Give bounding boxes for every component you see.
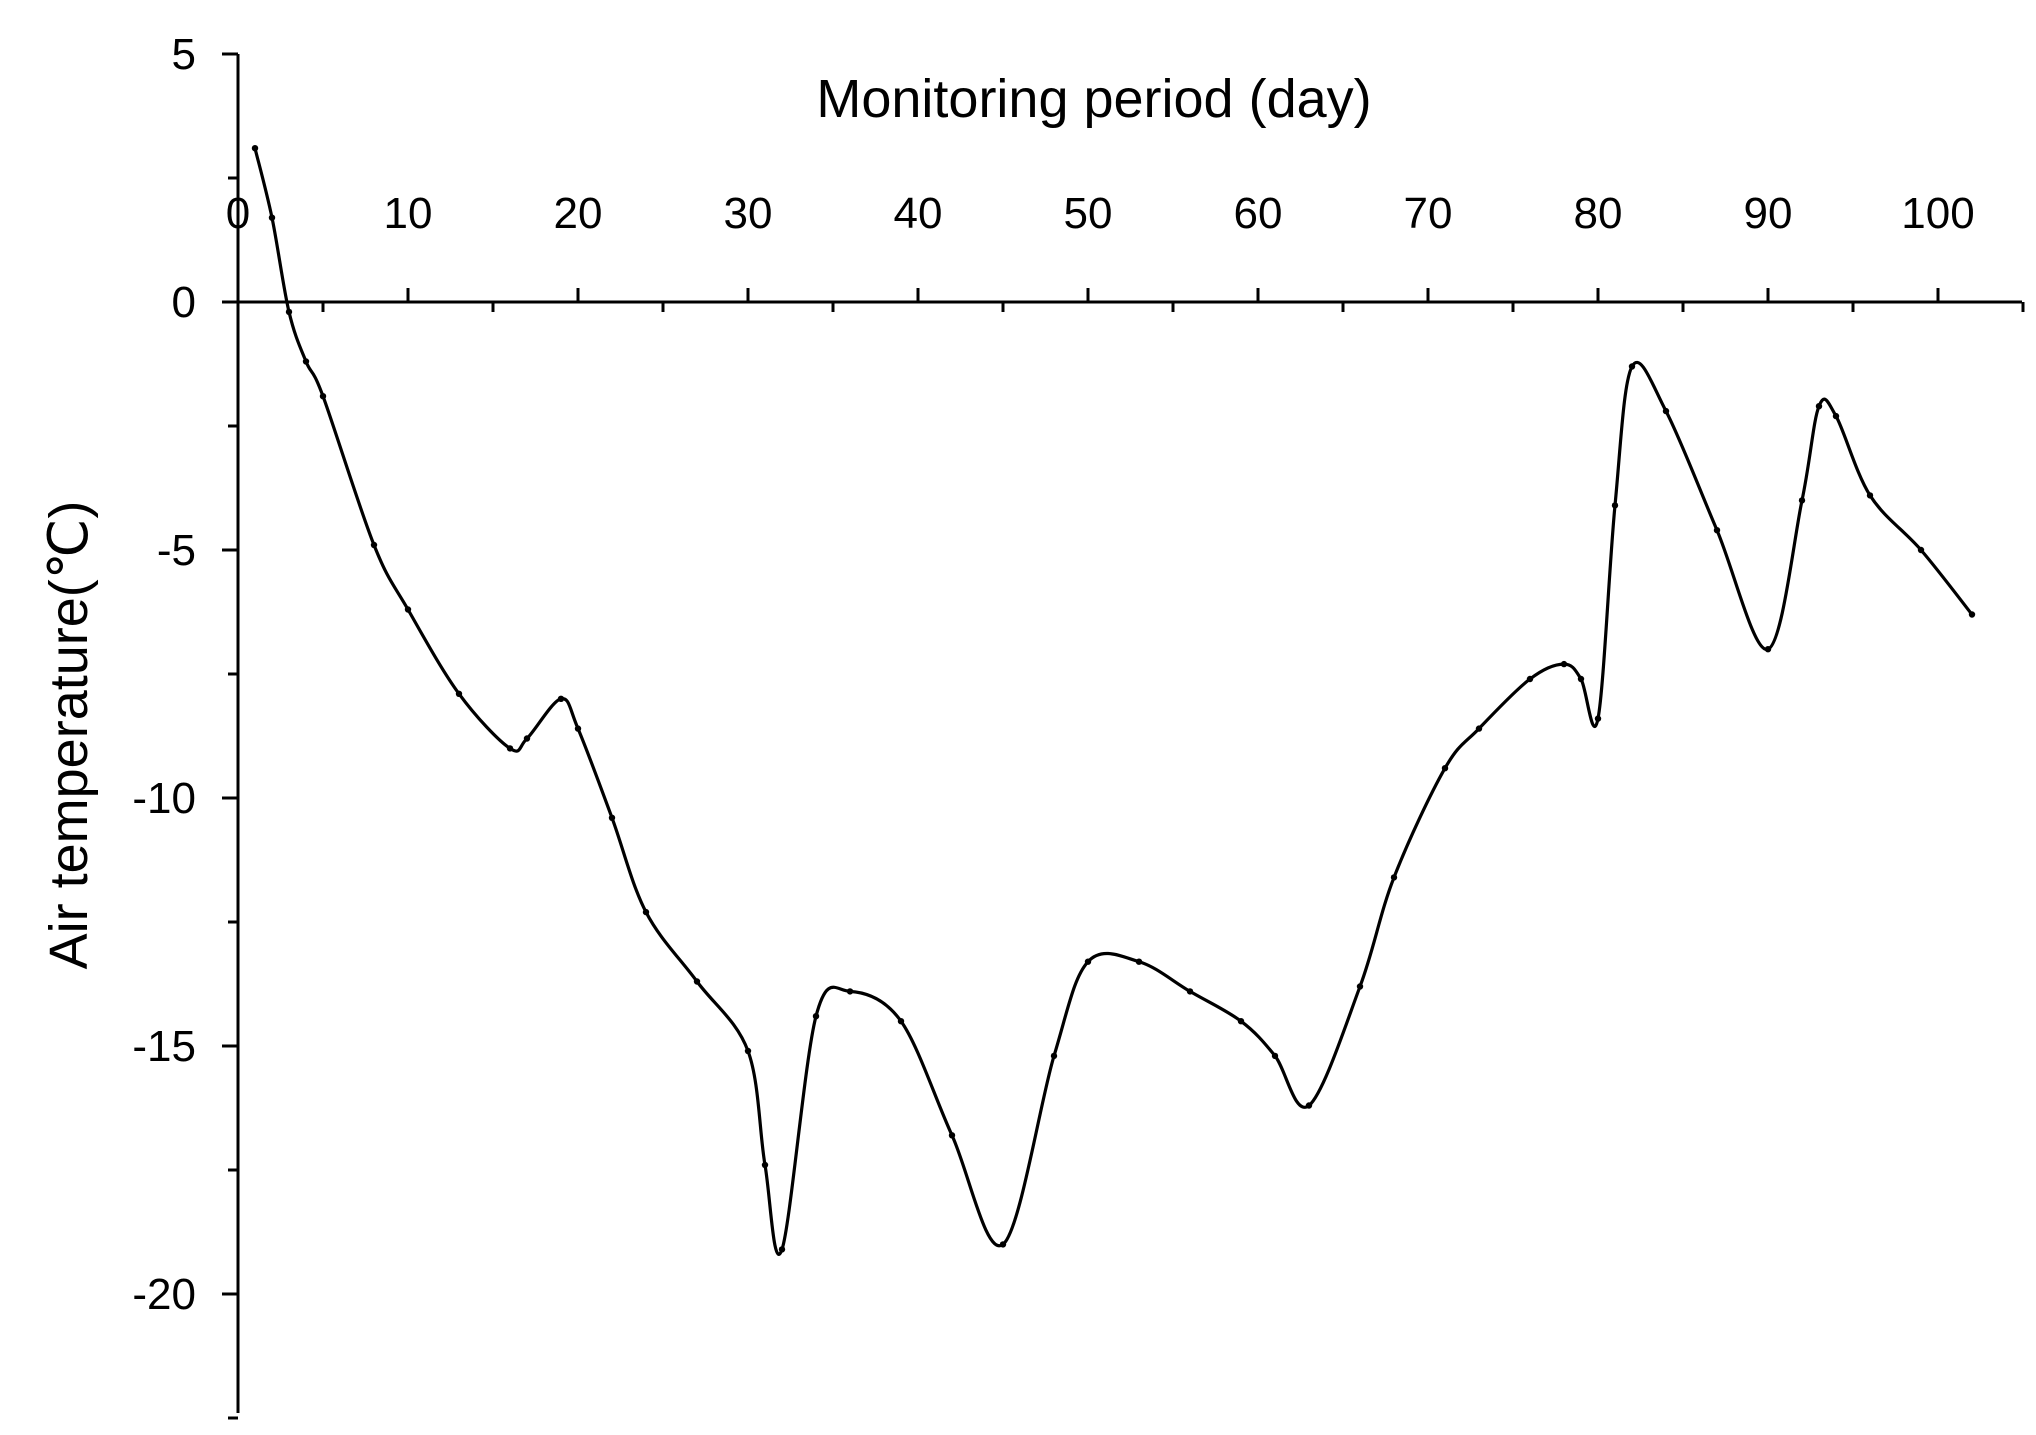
data-point (1560, 660, 1568, 668)
data-point (1135, 958, 1143, 965)
data-point (1832, 412, 1840, 420)
data-point (761, 1161, 769, 1169)
data-point (268, 214, 276, 221)
data-point (1441, 765, 1449, 772)
data-point (1662, 407, 1670, 415)
data-point (1764, 646, 1772, 653)
data-point (693, 978, 701, 985)
data-point (1305, 1102, 1313, 1109)
data-point (642, 908, 650, 916)
series-group (253, 147, 1974, 1256)
y-axis-title: Air temperature(℃) (39, 501, 99, 970)
data-point (455, 690, 463, 697)
data-point (812, 1013, 820, 1020)
y-tick-label: -5 (157, 526, 196, 575)
data-point (608, 814, 616, 821)
x-tick-label: 90 (1744, 189, 1793, 238)
data-point (302, 358, 310, 365)
data-point (897, 1018, 905, 1025)
data-point (1968, 611, 1976, 618)
data-point (285, 308, 293, 316)
x-tick-label: 50 (1064, 189, 1113, 238)
data-points (251, 145, 1976, 1253)
x-tick-label: 10 (384, 189, 433, 238)
data-point (319, 393, 327, 400)
data-point (523, 735, 531, 742)
data-point (1628, 363, 1636, 370)
data-point (557, 695, 565, 702)
data-point (1084, 958, 1092, 965)
data-point (1866, 492, 1874, 499)
data-point (1186, 988, 1194, 995)
data-point (506, 745, 514, 752)
data-point (404, 606, 412, 613)
data-point (1356, 983, 1364, 990)
data-point (999, 1241, 1007, 1248)
x-tick-label: 30 (724, 189, 773, 238)
data-point (1611, 502, 1619, 509)
x-tick-label: 100 (1901, 189, 1974, 238)
y-tick-label: -20 (132, 1270, 196, 1319)
data-point (1594, 715, 1602, 722)
y-tick-label: 0 (172, 278, 196, 327)
x-tick-label: 60 (1234, 189, 1283, 238)
x-axis-ticks: 0 10 20 30 40 50 60 70 80 90 100 (226, 189, 2025, 312)
data-point (846, 988, 854, 995)
series-line (253, 147, 1974, 1256)
data-point (1577, 675, 1585, 683)
data-point (1917, 546, 1925, 554)
axes (236, 54, 2022, 1413)
data-point (1050, 1052, 1058, 1060)
data-point (1713, 527, 1721, 534)
data-point (778, 1246, 786, 1253)
data-point (1271, 1052, 1279, 1060)
x-tick-label: 40 (894, 189, 943, 238)
data-point (574, 725, 582, 732)
data-point (1475, 725, 1483, 732)
x-tick-label: 70 (1404, 189, 1453, 238)
x-tick-label: 20 (554, 189, 603, 238)
x-axis-title: Monitoring period (day) (816, 69, 1371, 129)
data-point (1526, 675, 1534, 683)
data-point (1815, 403, 1823, 410)
data-point (251, 145, 259, 152)
y-tick-label: 5 (172, 30, 196, 79)
y-tick-label: -15 (132, 1022, 196, 1071)
data-point (1798, 497, 1806, 504)
data-point (744, 1047, 752, 1055)
data-point (370, 541, 378, 549)
data-point (1237, 1018, 1245, 1025)
x-tick-label: 80 (1574, 189, 1623, 238)
data-point (948, 1132, 956, 1139)
data-point (1390, 874, 1398, 881)
x-tick-label: 0 (226, 189, 250, 238)
y-tick-label: -10 (132, 774, 196, 823)
y-axis-ticks: 5 0 -5 -10 -15 -20 (132, 30, 238, 1420)
